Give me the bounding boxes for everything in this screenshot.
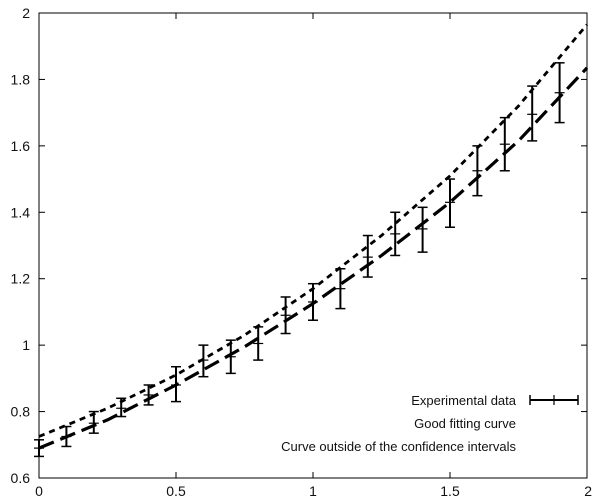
error-bar-point [417,206,428,253]
error-bar-point [499,116,510,172]
axis-ticks: 0 0.5 1 1.5 2 0.6 0.8 1 1.2 1.4 1.6 1.8 2 [11,5,593,499]
error-bar-point [116,397,127,418]
x-tick-label: 0.5 [166,483,186,499]
x-tick-label: 0 [35,483,43,499]
error-bar-point [225,339,236,375]
y-tick-label: 2 [22,5,30,21]
x-tick-label: 2 [584,483,592,499]
error-bar-point [445,178,455,228]
legend-label: Curve outside of the confidence interval… [281,439,516,454]
series-layer [34,23,589,458]
y-tick-label: 1 [22,337,30,353]
error-bar-point [143,384,154,406]
error-bar-point [527,85,538,142]
x-tick-label: 1.5 [440,483,460,499]
y-tick-label: 1.2 [11,271,31,287]
y-tick-label: 1.6 [11,138,31,154]
legend: Experimental data Good fitting curve Curve… [281,393,579,454]
error-bar-point [253,326,264,361]
y-tick-label: 1.8 [11,71,31,87]
outside-curve [38,23,589,438]
error-bar-point [554,62,565,124]
error-bar-point [335,268,346,310]
error-bar-point [280,296,291,335]
y-tick-label: 0.8 [11,404,31,420]
x-tick-label: 1 [309,483,317,499]
legend-label: Experimental data [411,393,517,408]
y-tick-label: 0.6 [11,470,31,486]
y-tick-label: 1.4 [11,204,31,220]
error-bar-point [362,234,373,278]
legend-label: Good fitting curve [414,416,516,431]
error-bar-point [34,439,44,458]
error-bar-point [390,211,401,257]
good-fitting-curve [38,66,589,450]
